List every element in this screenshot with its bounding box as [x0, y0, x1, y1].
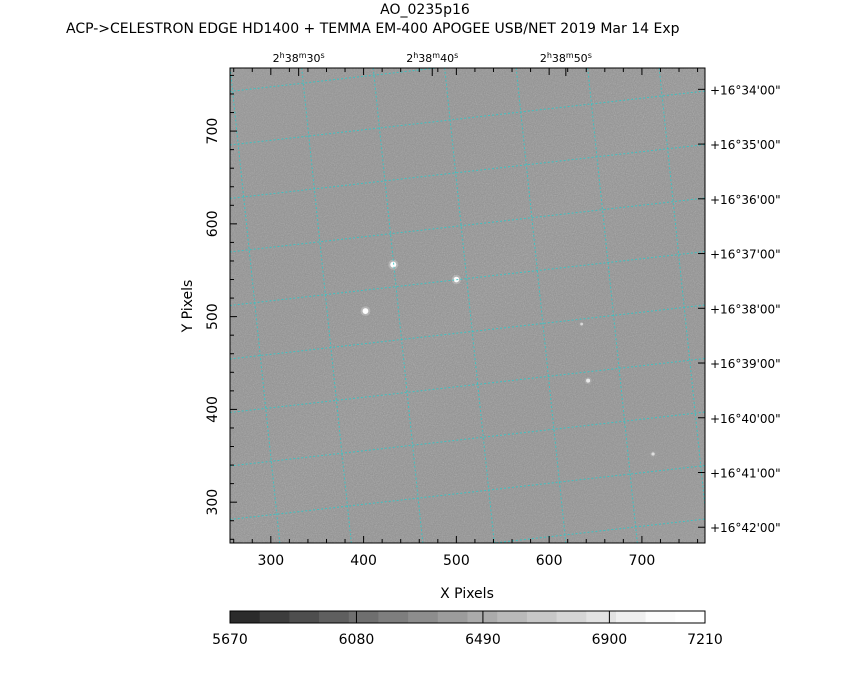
dec-tick-label: +16°37'00": [710, 248, 781, 262]
ra-grid-line: [515, 68, 567, 543]
dec-tick-label: +16°35'00": [710, 138, 781, 152]
x-tick-label: 300: [257, 553, 284, 569]
dec-axis: +16°34'00" +16°35'00" +16°36'00" +16°37'00"…: [698, 83, 781, 535]
y-tick-label: 400: [205, 396, 221, 423]
dec-grid-line: [230, 304, 705, 360]
dec-grid-line: [230, 144, 705, 199]
y-tick-label: 700: [205, 118, 221, 145]
dec-grid-line: [230, 251, 705, 306]
colorbar-swatch: [319, 611, 350, 623]
colorbar-tick-label: 6080: [339, 632, 375, 648]
dec-tick-label: +16°41'00": [710, 466, 781, 480]
x-tick-label: 500: [443, 553, 470, 569]
x-axis-label: X Pixels: [440, 586, 494, 602]
colorbar-swatch: [259, 611, 290, 623]
colorbar-swatch: [348, 611, 379, 623]
colorbar-swatch: [289, 611, 320, 623]
dec-tick-label: +16°36'00": [710, 193, 781, 207]
colorbar-swatch: [497, 611, 528, 623]
y-axis-label: Y Pixels: [180, 280, 196, 334]
ra-tick-label: 2h38m50s: [540, 51, 592, 65]
colorbar: 5670 6080 6490 6900 7210: [212, 610, 723, 648]
dec-grid-line: [230, 465, 705, 520]
image-vignette: [230, 68, 705, 543]
dec-tick-label: +16°42'00": [710, 521, 781, 535]
dec-grid-line: [489, 518, 705, 543]
y-tick-label: 600: [205, 210, 221, 237]
x-tick-label: 600: [536, 553, 563, 569]
colorbar-swatch: [437, 611, 468, 623]
dec-grid-line: [230, 197, 705, 253]
colorbar-tick-label: 5670: [212, 632, 248, 648]
ra-tick-label: 2h38m30s: [273, 51, 325, 65]
dec-grid-line: [190, 0, 745, 43]
x-tick-label: 700: [629, 553, 656, 569]
plot-frame: [229, 67, 706, 544]
ra-grid-line: [301, 68, 352, 543]
ra-grid-line: [230, 68, 281, 543]
colorbar-swatch: [586, 611, 617, 623]
ra-grid-line: [83, 28, 141, 583]
dec-tick-label: +16°40'00": [710, 412, 781, 426]
star-4: [651, 452, 655, 456]
colorbar-swatch: [526, 611, 558, 623]
dec-tick-label: +16°34'00": [710, 83, 781, 97]
colorbar-swatch: [675, 611, 706, 623]
coordinate-grid: [12, 0, 850, 680]
ra-grid-line: [444, 68, 495, 543]
instrument-subtitle: ACP->CELESTRON EDGE HD1400 + TEMMA EM-40…: [66, 21, 680, 37]
ra-grid-line: [372, 68, 424, 543]
colorbar-swatch: [645, 611, 676, 623]
colorbar-swatch: [408, 611, 439, 623]
colorbar-swatch: [556, 611, 587, 623]
image-area: [12, 0, 850, 680]
colorbar-swatch: [230, 611, 261, 623]
y-tick-label: 300: [205, 489, 221, 516]
ra-tick-label: 2h38m40s: [406, 51, 458, 65]
image-title: AO_0235p16: [380, 2, 470, 18]
x-tick-label: 400: [350, 553, 377, 569]
dec-grid-line: [230, 68, 442, 92]
star-5: [580, 322, 584, 326]
ra-axis: 2h38m30s 2h38m40s 2h38m50s: [273, 51, 592, 76]
dec-grid-line: [190, 622, 745, 680]
colorbar-tick-label: 7210: [687, 632, 723, 648]
colorbar-tick-label: 6900: [592, 632, 628, 648]
dec-grid-line: [230, 90, 705, 146]
y-axis: 300 400 500 600 700: [205, 74, 237, 540]
star-2: [362, 308, 369, 314]
ra-grid-line: [12, 28, 70, 583]
dec-grid-line: [230, 411, 705, 467]
dec-tick-label: +16°39'00": [710, 357, 781, 371]
x-axis: 300 400 500 600 700: [233, 68, 699, 569]
ra-grid-line: [798, 28, 850, 583]
colorbar-swatch: [378, 611, 409, 623]
dec-grid-line: [230, 358, 705, 413]
ra-grid-line: [587, 68, 638, 543]
dec-tick-label: +16°38'00": [710, 302, 781, 316]
star-3: [586, 378, 591, 383]
colorbar-swatch: [615, 611, 647, 623]
ra-grid-line: [658, 68, 705, 512]
y-tick-label: 500: [205, 303, 221, 330]
colorbar-tick-label: 6490: [465, 632, 501, 648]
